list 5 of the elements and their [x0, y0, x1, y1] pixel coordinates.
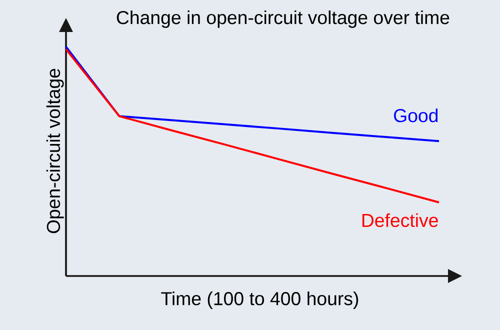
chart-title: Change in open-circuit voltage over time — [116, 10, 450, 28]
y-axis-title: Open-circuit voltage — [46, 68, 64, 234]
series-label: Defective — [362, 213, 438, 228]
series-label: Good — [394, 108, 438, 122]
x-axis-title: Time (100 to 400 hours) — [161, 292, 358, 309]
